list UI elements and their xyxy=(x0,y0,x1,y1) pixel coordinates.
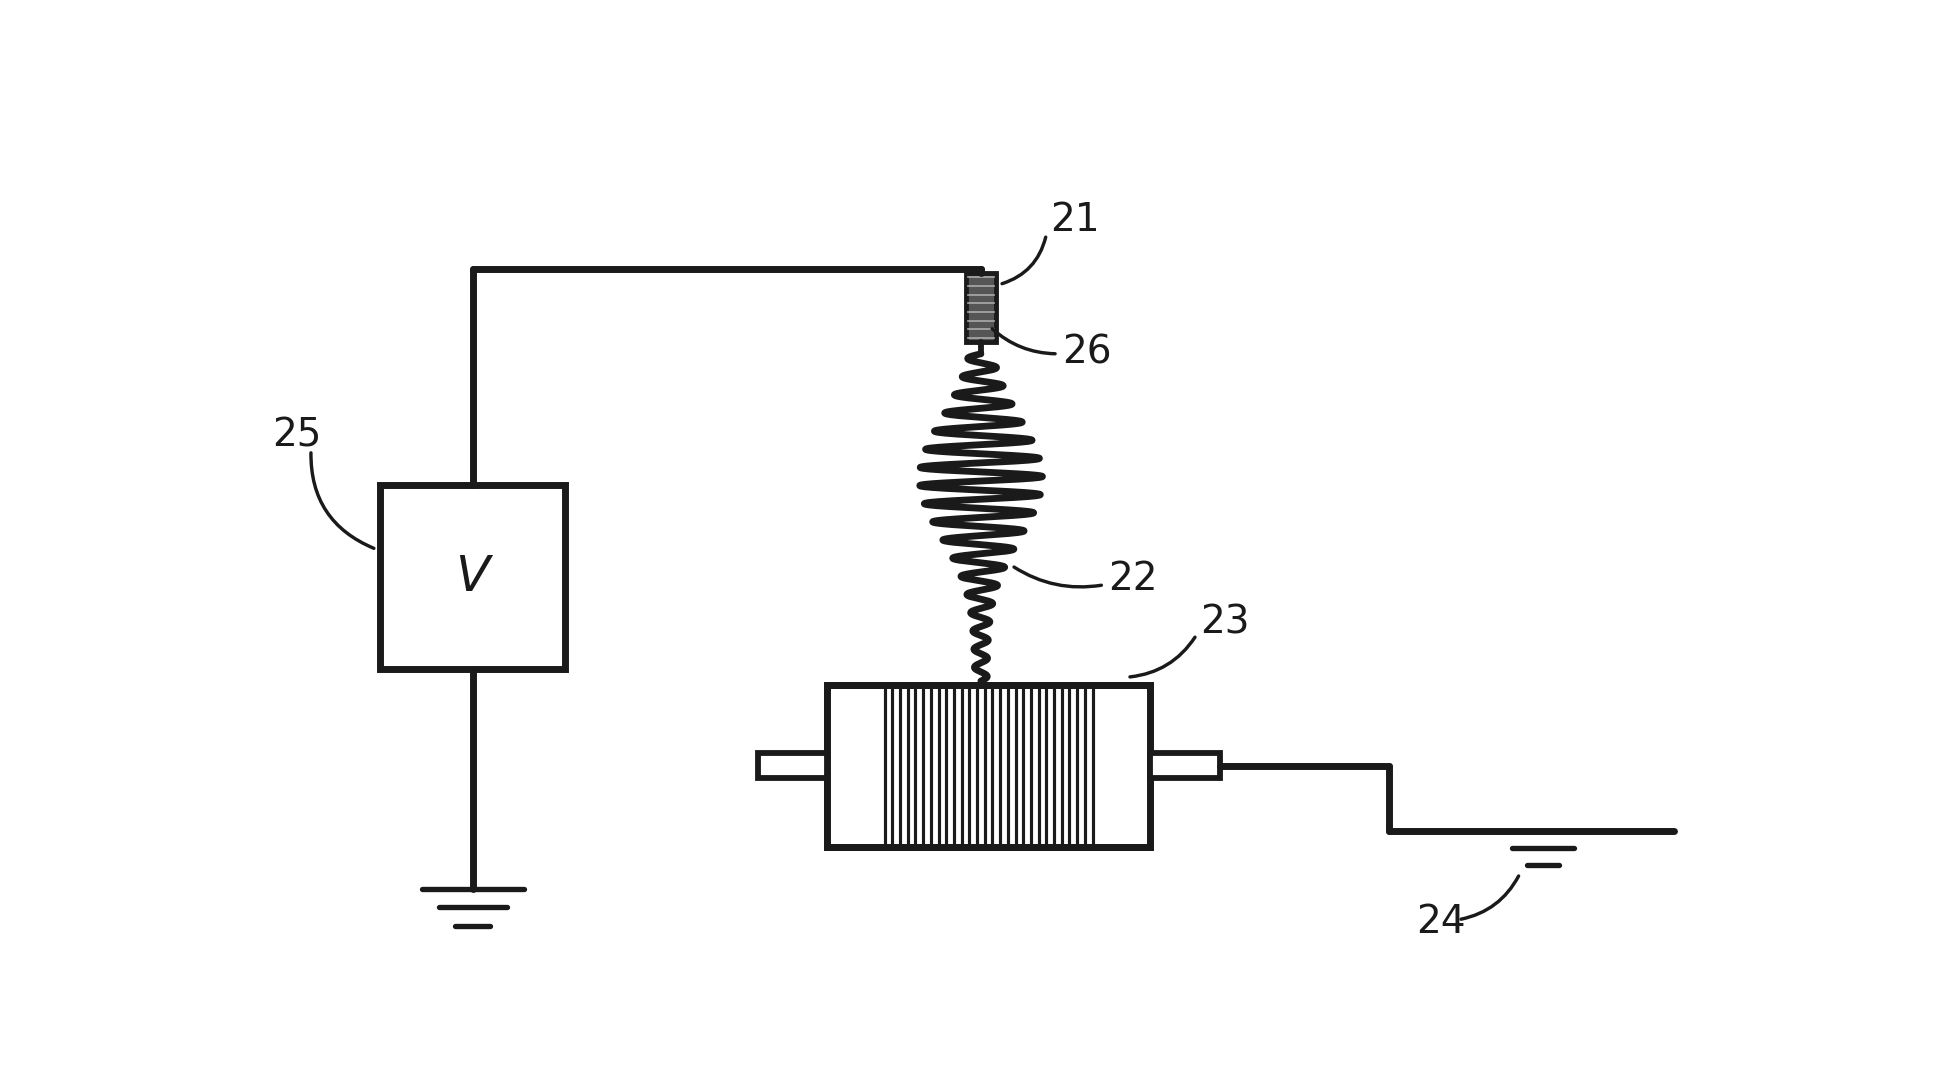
Bar xyxy=(1093,691,1150,840)
Bar xyxy=(827,691,884,840)
Text: 26: 26 xyxy=(1062,333,1110,371)
Bar xyxy=(827,685,1150,846)
Bar xyxy=(757,753,827,778)
Bar xyxy=(827,685,1150,846)
Text: 23: 23 xyxy=(1200,603,1249,641)
Text: 25: 25 xyxy=(272,416,323,454)
Text: 21: 21 xyxy=(1050,201,1099,239)
Text: V: V xyxy=(456,553,489,601)
Bar xyxy=(966,272,995,343)
Bar xyxy=(379,484,565,669)
Text: 24: 24 xyxy=(1415,903,1464,940)
Text: 22: 22 xyxy=(1107,560,1157,598)
Bar xyxy=(1150,753,1220,778)
